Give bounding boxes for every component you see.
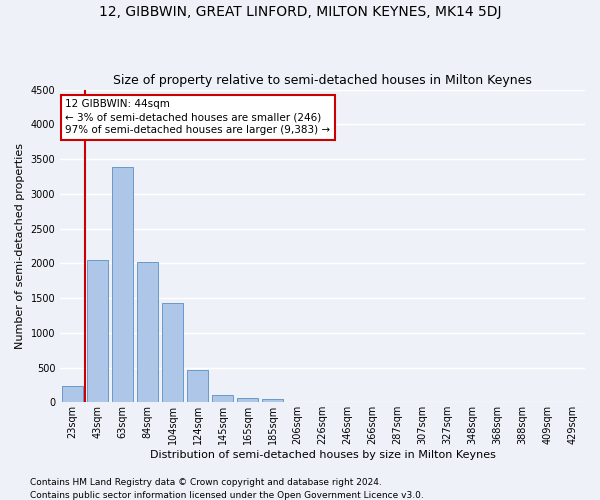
Text: 12 GIBBWIN: 44sqm
← 3% of semi-detached houses are smaller (246)
97% of semi-det: 12 GIBBWIN: 44sqm ← 3% of semi-detached … xyxy=(65,99,331,136)
X-axis label: Distribution of semi-detached houses by size in Milton Keynes: Distribution of semi-detached houses by … xyxy=(149,450,496,460)
Y-axis label: Number of semi-detached properties: Number of semi-detached properties xyxy=(15,143,25,349)
Bar xyxy=(137,262,158,402)
Text: Contains HM Land Registry data © Crown copyright and database right 2024.
Contai: Contains HM Land Registry data © Crown c… xyxy=(30,478,424,500)
Title: Size of property relative to semi-detached houses in Milton Keynes: Size of property relative to semi-detach… xyxy=(113,74,532,87)
Bar xyxy=(112,168,133,402)
Bar xyxy=(262,399,283,402)
Bar xyxy=(212,396,233,402)
Bar xyxy=(187,370,208,402)
Text: 12, GIBBWIN, GREAT LINFORD, MILTON KEYNES, MK14 5DJ: 12, GIBBWIN, GREAT LINFORD, MILTON KEYNE… xyxy=(99,5,501,19)
Bar xyxy=(87,260,108,402)
Bar xyxy=(237,398,258,402)
Bar xyxy=(62,386,83,402)
Bar xyxy=(162,303,183,402)
